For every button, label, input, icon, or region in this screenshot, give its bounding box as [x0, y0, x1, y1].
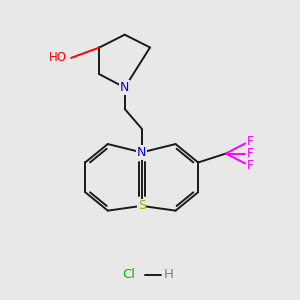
Text: N: N	[120, 81, 129, 94]
Text: H: H	[164, 268, 173, 281]
Text: F: F	[247, 147, 254, 160]
Text: S: S	[138, 200, 146, 212]
Text: F: F	[247, 135, 254, 148]
Text: HO: HO	[49, 51, 67, 64]
Text: F: F	[247, 159, 254, 172]
Text: Cl: Cl	[122, 268, 135, 281]
Text: N: N	[137, 146, 146, 159]
